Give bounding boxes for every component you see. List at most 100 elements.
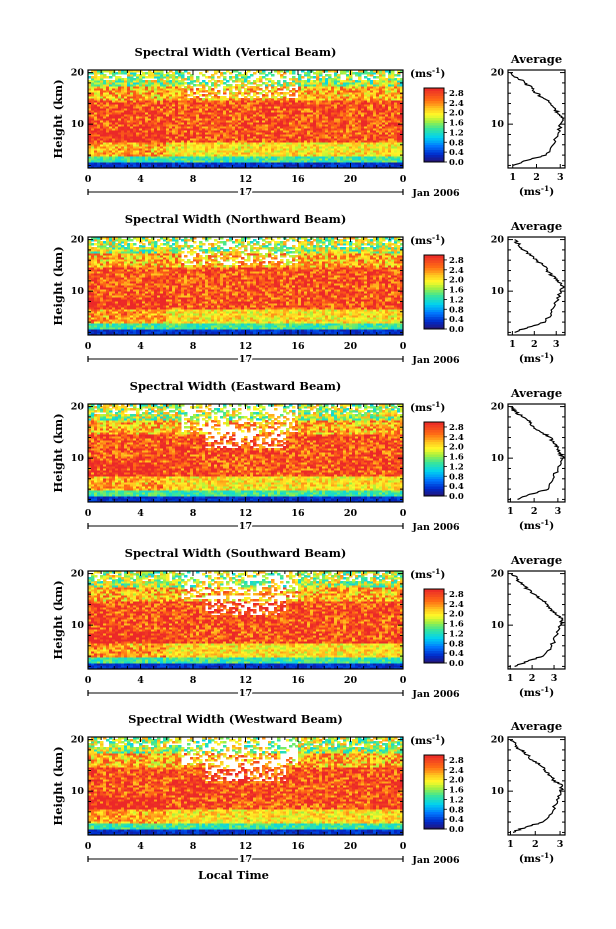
panel-3: Spectral Width (Eastward Beam)0 4 8 12 16 20 0… — [51, 379, 565, 533]
day-label: 17 — [239, 688, 252, 699]
panel-5: Spectral Width (Westward Beam)0 4 8 12 16 20 0… — [51, 712, 565, 866]
colorbar-tick-label: 2.8 — [449, 256, 464, 266]
average-y-tick-label: 20 — [491, 68, 505, 79]
colorbar-tick-label: 0.4 — [449, 315, 464, 325]
average-title: Average — [510, 52, 562, 66]
average-title: Average — [510, 386, 562, 400]
x-tick-label: 0 — [400, 508, 407, 519]
y-tick-label: 10 — [71, 119, 85, 130]
x-tick-label: 12 — [239, 508, 252, 519]
x-tick-label: 0 — [85, 341, 92, 352]
heatmap-cells — [88, 737, 403, 835]
colorbar-tick-label: 2.8 — [449, 423, 464, 433]
average-y-tick-label: 20 — [491, 735, 505, 746]
heatmap-cells — [88, 404, 403, 502]
average-frame — [508, 404, 565, 502]
colorbar-tick-label: 0.8 — [449, 138, 464, 148]
average-x-label: (ms-1) — [519, 184, 554, 198]
colorbar-tick-label: 1.2 — [449, 462, 464, 472]
date-label: Jan 2006 — [411, 522, 460, 533]
x-tick-label: 16 — [291, 174, 305, 185]
x-tick-label: 20 — [344, 675, 358, 686]
colorbar-tick-label: 1.6 — [449, 620, 464, 630]
average-frame — [508, 237, 565, 335]
colorbar-tick-label: 1.2 — [449, 295, 464, 305]
y-tick-label: 10 — [71, 620, 85, 631]
colorbar-tick-label: 2.0 — [449, 276, 464, 286]
average-y-tick-label: 20 — [491, 569, 505, 580]
colorbar-tick-label: 0.8 — [449, 639, 464, 649]
x-tick-label: 20 — [344, 174, 358, 185]
x-tick-label: 4 — [137, 841, 144, 852]
colorbar-tick-label: 0.0 — [449, 825, 464, 835]
colorbar — [424, 422, 444, 497]
panel-title: Spectral Width (Northward Beam) — [125, 212, 347, 226]
date-label: Jan 2006 — [411, 355, 460, 366]
x-tick-label: 0 — [400, 675, 407, 686]
panel-2: Spectral Width (Northward Beam)0 4 8 12 16 20… — [51, 212, 565, 366]
y-tick-label: 20 — [71, 735, 85, 746]
colorbar-tick-label: 2.8 — [449, 590, 464, 600]
colorbar-tick-label: 2.4 — [449, 99, 464, 109]
date-label: Jan 2006 — [411, 855, 460, 866]
average-x-tick-label: 3 — [557, 172, 564, 183]
colorbar-tick-label: 2.8 — [449, 756, 464, 766]
colorbar-tick-label: 2.4 — [449, 433, 464, 443]
colorbar-tick-label: 2.0 — [449, 610, 464, 620]
y-axis-label: Height (km) — [51, 79, 65, 158]
x-tick-label: 4 — [137, 508, 144, 519]
x-tick-label: 8 — [190, 841, 197, 852]
colorbar-unit: (ms-1) — [410, 567, 445, 581]
average-x-tick-label: 3 — [555, 506, 562, 517]
y-tick-label: 10 — [71, 786, 85, 797]
average-x-tick-label: 2 — [531, 506, 538, 517]
day-label: 17 — [239, 521, 252, 532]
average-x-tick-label: 1 — [509, 172, 516, 183]
average-x-label: (ms-1) — [519, 851, 554, 865]
colorbar-unit: (ms-1) — [410, 733, 445, 747]
average-y-tick-label: 10 — [491, 119, 505, 130]
panel-title: Spectral Width (Southward Beam) — [125, 546, 347, 560]
average-x-tick-label: 1 — [509, 339, 516, 350]
colorbar-tick-label: 2.0 — [449, 109, 464, 119]
y-tick-label: 20 — [71, 68, 85, 79]
average-x-tick-label: 3 — [553, 339, 560, 350]
y-tick-label: 10 — [71, 286, 85, 297]
y-axis-label: Height (km) — [51, 580, 65, 659]
average-title: Average — [510, 553, 562, 567]
day-label: 17 — [239, 854, 252, 865]
x-tick-label: 20 — [344, 841, 358, 852]
average-profile-line — [515, 240, 565, 333]
colorbar-tick-label: 0.4 — [449, 148, 464, 158]
colorbar-tick-label: 0.0 — [449, 659, 464, 669]
colorbar-tick-label: 1.2 — [449, 128, 464, 138]
x-tick-label: 0 — [400, 174, 407, 185]
x-tick-label: 4 — [137, 341, 144, 352]
colorbar-tick-label: 1.2 — [449, 629, 464, 639]
x-tick-label: 16 — [291, 675, 305, 686]
y-axis-label: Height (km) — [51, 746, 65, 825]
average-x-label: (ms-1) — [519, 351, 554, 365]
colorbar — [424, 755, 444, 830]
x-tick-label: 12 — [239, 841, 252, 852]
colorbar-tick-label: 0.4 — [449, 649, 464, 659]
average-profile-line — [510, 407, 564, 500]
colorbar-tick-label: 0.8 — [449, 805, 464, 815]
day-label: 17 — [239, 187, 252, 198]
colorbar-tick-label: 0.4 — [449, 815, 464, 825]
x-tick-label: 4 — [137, 675, 144, 686]
average-x-tick-label: 3 — [551, 673, 558, 684]
colorbar-tick-label: 0.4 — [449, 482, 464, 492]
colorbar — [424, 88, 444, 163]
average-x-tick-label: 1 — [507, 839, 514, 850]
colorbar-tick-label: 0.0 — [449, 325, 464, 335]
colorbar-tick-label: 1.6 — [449, 119, 464, 129]
average-frame — [508, 737, 565, 835]
x-tick-label: 4 — [137, 174, 144, 185]
colorbar-tick-label: 2.4 — [449, 600, 464, 610]
heatmap-cells — [88, 237, 403, 335]
y-axis-label: Height (km) — [51, 413, 65, 492]
